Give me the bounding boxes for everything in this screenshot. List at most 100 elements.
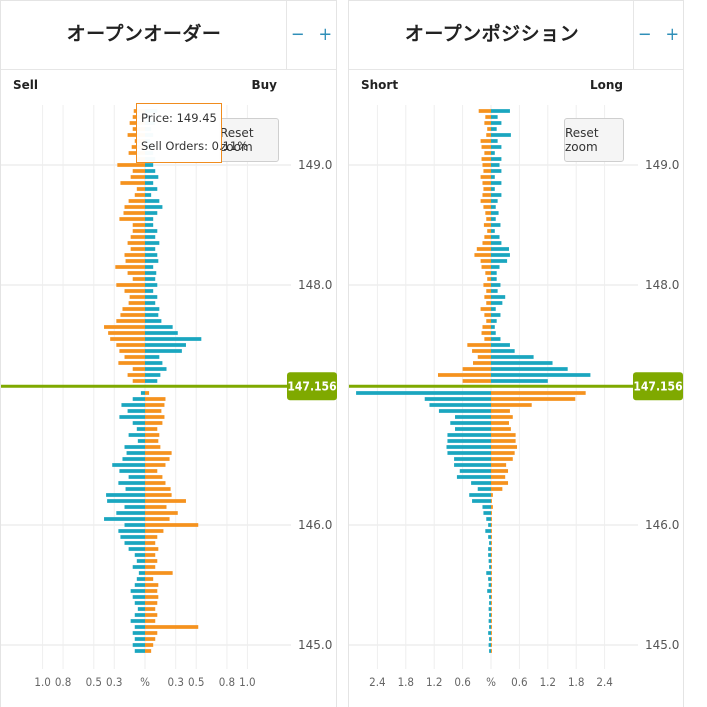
bar-short_pct [473, 361, 491, 365]
zoom-in-button[interactable]: + [318, 24, 333, 45]
bar-long_pct [491, 433, 516, 437]
x-tick-label: 1.2 [540, 675, 556, 689]
bar-buy_pct [145, 325, 173, 329]
bar-short_pct [489, 595, 491, 599]
open-orders-chart[interactable]: Sell Buy 149.0 148.0 146.0 145.0 147.156 1.0 0.8… [1, 69, 338, 707]
bar-sell_pct [132, 565, 145, 569]
bar-sell_pct [130, 247, 145, 251]
reset-zoom-button[interactable]: Reset zoom [219, 118, 279, 162]
bar-sell_pct [124, 289, 145, 293]
bar-buy_pct [145, 169, 156, 173]
bar-short_pct [447, 439, 491, 443]
bar-short_pct [482, 181, 491, 185]
bar-buy_pct [145, 427, 158, 431]
bar-long_pct [491, 595, 492, 599]
zoom-out-button[interactable]: − [290, 24, 305, 45]
bar-short_pct [459, 469, 491, 473]
bar-buy_pct [145, 223, 154, 227]
bar-long_pct [491, 469, 509, 473]
bar-sell_pct [130, 589, 145, 593]
bar-sell_pct [120, 181, 145, 185]
bar-buy_pct [145, 487, 171, 491]
zoom-in-button[interactable]: + [665, 24, 680, 45]
reset-zoom-button[interactable]: Reset zoom [564, 118, 624, 162]
bar-buy_pct [145, 457, 170, 461]
bar-long_pct [491, 253, 510, 257]
bar-buy_pct [145, 475, 163, 479]
bar-long_pct [491, 649, 492, 653]
bar-sell_pct [136, 577, 145, 581]
bar-long_pct [491, 193, 502, 197]
bar-sell_pct [124, 541, 145, 545]
bar-sell_pct [132, 277, 145, 281]
price-tick-label: 149.0 [645, 158, 679, 172]
open-positions-panel: オープンポジション − + Short Long 149.0 148.0 146.0 14… [348, 0, 684, 707]
bar-long_pct [491, 241, 502, 245]
bar-short_pct [485, 211, 491, 215]
x-tick-label: 1.2 [426, 675, 442, 689]
bar-buy_pct [145, 631, 158, 635]
bar-short_pct [487, 589, 491, 593]
bar-sell_pct [110, 337, 145, 341]
bar-short_pct [488, 559, 491, 563]
bar-short_pct [481, 265, 491, 269]
bar-short_pct [480, 175, 491, 179]
x-tick-label: 0.3 [106, 675, 122, 689]
bar-buy_pct [145, 571, 173, 575]
bar-buy_pct [145, 187, 158, 191]
price-tick-label: 146.0 [298, 518, 332, 532]
bar-buy_pct [145, 511, 178, 515]
bar-sell_pct [112, 463, 145, 467]
bar-short_pct [489, 625, 491, 629]
zoom-controls: − + [286, 1, 336, 69]
bar-long_pct [491, 157, 502, 161]
open-orders-panel: オープンオーダー − + Sell Buy 149.0 148.0 146.0 145.0… [0, 0, 337, 707]
tooltip-orders: Sell Orders: 0.11% [141, 139, 249, 153]
zoom-out-button[interactable]: − [637, 24, 652, 45]
bar-sell_pct [120, 313, 145, 317]
bar-sell_pct [128, 475, 145, 479]
bar-long_pct [491, 583, 492, 587]
bar-short_pct [438, 409, 491, 413]
bar-short_pct [456, 475, 491, 479]
panel-title: オープンポジション [404, 23, 580, 45]
bar-long_pct [491, 313, 501, 317]
price-tick-label: 149.0 [298, 158, 332, 172]
bar-buy_pct [145, 217, 154, 221]
bar-short_pct [474, 253, 491, 257]
bar-short_pct [488, 619, 491, 623]
bar-buy_pct [145, 529, 164, 533]
bar-buy_pct [145, 259, 159, 263]
bar-buy_pct [145, 271, 157, 275]
bar-short_pct [455, 415, 491, 419]
zoom-controls: − + [633, 1, 683, 69]
current-price-label: 147.156 [287, 379, 336, 393]
bar-buy_pct [145, 193, 152, 197]
bar-short_pct [446, 445, 491, 449]
bar-long_pct [491, 421, 509, 425]
bar-buy_pct [145, 361, 163, 365]
bar-short_pct [482, 193, 491, 197]
bar-short_pct [484, 313, 491, 317]
bar-buy_pct [145, 343, 186, 347]
bar-short_pct [480, 259, 491, 263]
bar-short_pct [484, 295, 491, 299]
left-side-label: Sell [13, 78, 38, 92]
bar-short_pct [489, 541, 491, 545]
bar-sell_pct [132, 631, 145, 635]
bar-short_pct [485, 529, 491, 533]
open-positions-chart[interactable]: Short Long 149.0 148.0 146.0 145.0 147.156 2.4 1… [349, 69, 685, 707]
bar-sell_pct [128, 433, 145, 437]
bar-long_pct [491, 511, 492, 515]
bar-long_pct [491, 457, 513, 461]
bar-short_pct [489, 601, 491, 605]
x-tick-label: 1.8 [568, 675, 584, 689]
bar-sell_pct [136, 559, 145, 563]
bar-long_pct [491, 427, 511, 431]
x-tick-label: 2.4 [596, 675, 612, 689]
bar-short_pct [486, 319, 491, 323]
bar-short_pct [480, 199, 491, 203]
bar-long_pct [491, 499, 492, 503]
bar-sell_pct [130, 175, 145, 179]
bar-buy_pct [145, 265, 154, 269]
